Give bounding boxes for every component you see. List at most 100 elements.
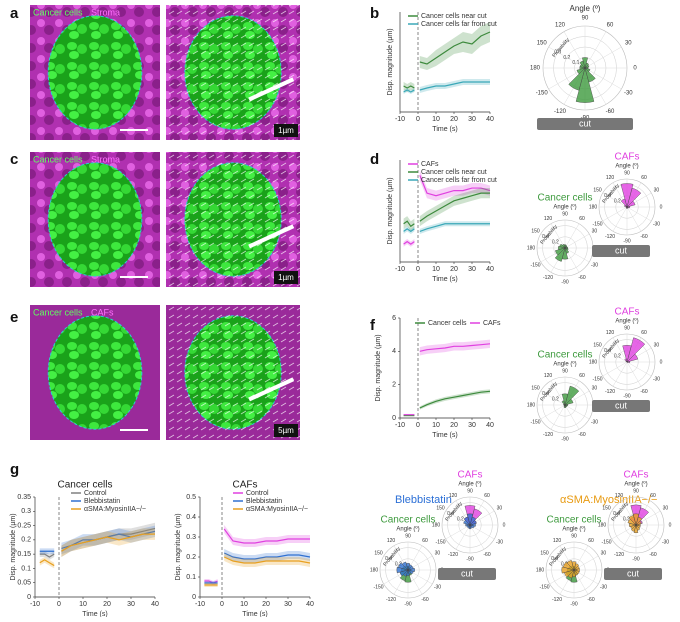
angle-tick-label: 180 (527, 245, 536, 251)
x-tick-label: -10 (395, 116, 405, 123)
panel-letter: c (10, 151, 18, 168)
x-tick-label: -10 (195, 601, 205, 608)
angle-tick-label: 0 (669, 522, 672, 528)
angle-tick-label: 90 (624, 325, 630, 331)
x-tick-label: 40 (486, 422, 494, 429)
angle-tick-label: -30 (653, 376, 660, 382)
angular-grid (627, 207, 651, 221)
image-label: Cancer cells (33, 154, 83, 164)
y-tick-label: 0 (392, 415, 396, 422)
angle-tick-label: -150 (593, 376, 603, 382)
angular-grid (585, 32, 606, 68)
polar-title: Angle (º) (624, 481, 647, 488)
angle-tick-label: -30 (624, 91, 633, 97)
panel-letter: a (10, 5, 19, 22)
polar-label: Cancer cells (546, 515, 601, 526)
x-tick-label: 10 (432, 116, 440, 123)
angular-grid (565, 224, 579, 248)
angle-tick-label: 0 (660, 204, 663, 210)
angle-tick-label: -30 (600, 584, 607, 590)
y-tick-label: 0 (27, 594, 31, 601)
angle-tick-label: 60 (588, 538, 594, 544)
angle-tick-label: -60 (587, 597, 594, 603)
angle-tick-label: -90 (404, 601, 411, 607)
angle-tick-label: 60 (650, 493, 656, 499)
angle-tick-label: -30 (591, 262, 598, 268)
panel-letter: b (370, 5, 379, 22)
x-tick-label: -10 (30, 601, 40, 608)
angular-grid (585, 47, 621, 68)
angle-tick-label: 60 (579, 216, 585, 222)
x-tick-label: 40 (486, 116, 494, 123)
angle-tick-label: -120 (605, 234, 615, 240)
error-band (404, 340, 490, 416)
angle-tick-label: 90 (562, 211, 568, 217)
scale-label: 1µm (278, 273, 294, 282)
angle-tick-label: 30 (654, 342, 660, 348)
angular-grid (565, 405, 589, 419)
angular-grid (565, 405, 579, 429)
error-band (404, 221, 490, 234)
angle-tick-label: -30 (662, 539, 669, 545)
x-tick-label: 20 (450, 422, 458, 429)
angle-tick-label: 90 (633, 488, 639, 494)
angle-tick-label: 90 (562, 368, 568, 374)
angle-tick-label: 150 (593, 187, 602, 193)
angle-tick-label: -150 (531, 262, 541, 268)
angle-tick-label: -120 (552, 597, 562, 603)
angle-tick-label: 120 (615, 493, 624, 499)
y-tick-label: 4 (392, 348, 396, 355)
angle-tick-label: -150 (540, 584, 550, 590)
angular-grid (603, 362, 627, 376)
angle-tick-label: -90 (623, 393, 630, 399)
panel-letter: f (370, 317, 376, 334)
x-axis-label: Time (s) (432, 126, 457, 133)
image-label: Stroma (91, 7, 120, 17)
x-tick-label: 10 (240, 601, 248, 608)
x-tick-label: 40 (486, 266, 494, 273)
angle-tick-label: 90 (624, 170, 630, 176)
tumor-region (48, 316, 142, 429)
angular-grid (627, 362, 641, 386)
angle-tick-label: -120 (605, 389, 615, 395)
image-label: Cancer cells (33, 307, 83, 317)
polar-title: Angle (º) (553, 204, 576, 211)
legend-label: αSMA:MyosinIIA−/− (84, 506, 146, 513)
angle-tick-label: 150 (540, 550, 549, 556)
angle-tick-label: 30 (654, 187, 660, 193)
x-tick-label: -10 (395, 422, 405, 429)
angle-tick-label: 120 (387, 538, 396, 544)
polar-title: Angle (º) (396, 526, 419, 533)
polar-title: Angle (º) (553, 361, 576, 368)
x-tick-label: 40 (151, 601, 159, 608)
polar-label: CAFs (615, 307, 640, 318)
polar-title: Angle (º) (570, 4, 601, 13)
angle-tick-label: 180 (370, 567, 379, 573)
polar-label: Cancer cells (537, 193, 592, 204)
angle-tick-label: -150 (593, 221, 603, 227)
x-axis-label: Time (s) (432, 276, 457, 283)
x-tick-label: 0 (220, 601, 224, 608)
cut-label: cut (627, 568, 640, 578)
angle-tick-label: -150 (436, 539, 446, 545)
cut-label: cut (579, 118, 592, 128)
x-tick-label: 30 (284, 601, 292, 608)
displacement-field (166, 152, 300, 287)
x-tick-label: 20 (103, 601, 111, 608)
series-line (404, 391, 490, 415)
angle-tick-label: -120 (448, 552, 458, 558)
y-tick-label: 0.05 (17, 580, 31, 587)
angular-grid (446, 525, 470, 539)
angle-tick-label: -120 (543, 275, 553, 281)
image-label: Cancer cells (33, 7, 83, 17)
angle-tick-label: 150 (593, 342, 602, 348)
tumor-region (48, 16, 142, 129)
angle-tick-label: 60 (422, 538, 428, 544)
angle-tick-label: -150 (374, 584, 384, 590)
y-tick-label: 0.2 (21, 537, 31, 544)
group-title: αSMA:MyosinIIA−/− (560, 494, 657, 506)
x-tick-label: 10 (79, 601, 87, 608)
angle-tick-label: -60 (578, 275, 585, 281)
x-tick-label: 20 (262, 601, 270, 608)
